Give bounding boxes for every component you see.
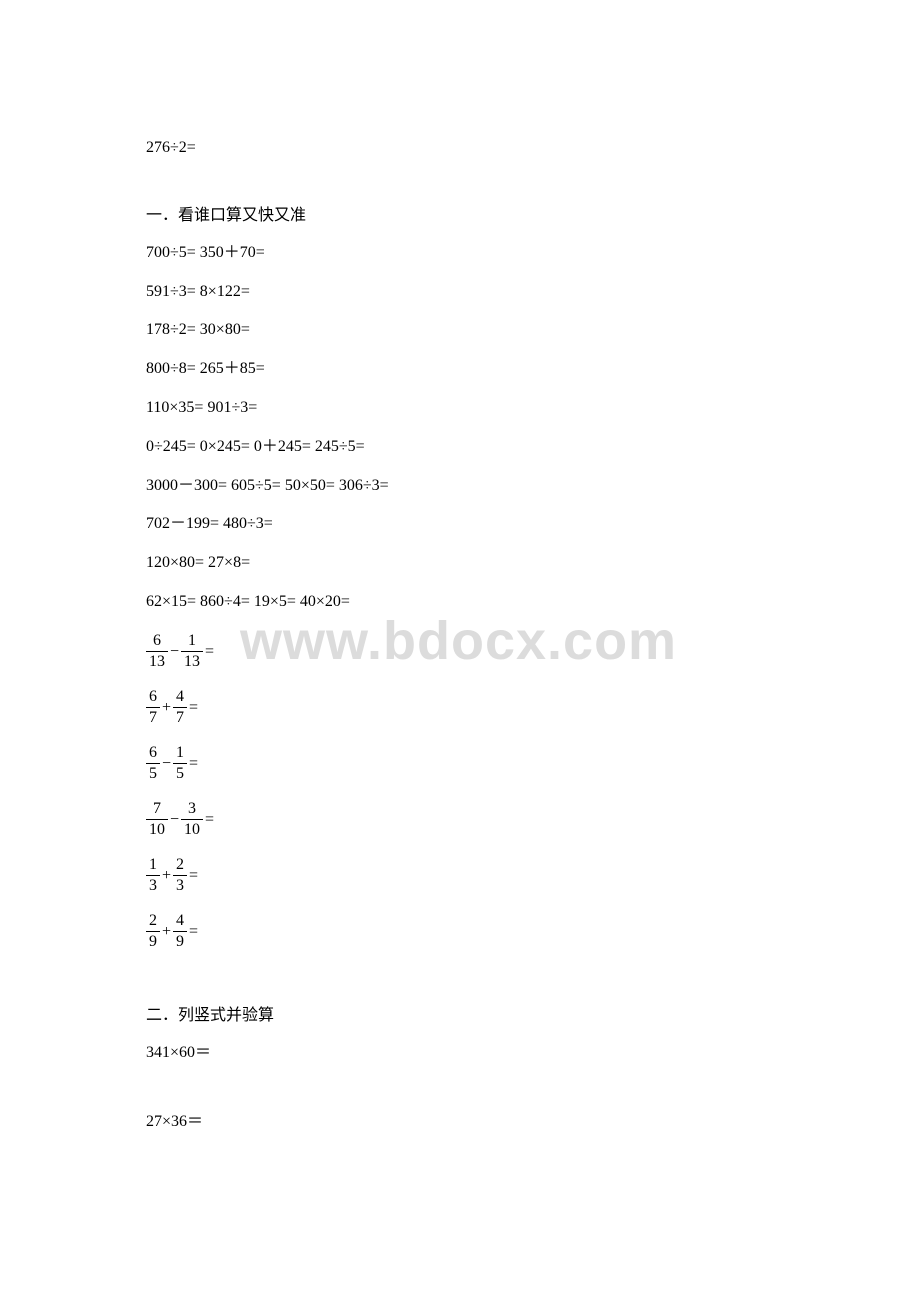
equation-line: 120×80= 27×8= <box>146 553 920 574</box>
numerator: 6 <box>150 633 164 651</box>
equation-line: 700÷5= 350＋70= <box>146 243 920 264</box>
fraction-equation: 6 13 − 1 13 = <box>146 631 920 673</box>
fraction: 3 10 <box>181 801 203 838</box>
numerator: 4 <box>173 913 187 931</box>
fraction-equation: 6 5 − 1 5 = <box>146 743 920 785</box>
operator: − <box>170 643 179 661</box>
fraction: 4 7 <box>173 689 187 726</box>
denominator: 9 <box>146 931 160 950</box>
operator: + <box>162 699 171 717</box>
fraction-equation: 2 9 + 4 9 = <box>146 911 920 953</box>
denominator: 7 <box>173 707 187 726</box>
numerator: 7 <box>150 801 164 819</box>
operator: + <box>162 923 171 941</box>
denominator: 10 <box>146 819 168 838</box>
denominator: 7 <box>146 707 160 726</box>
denominator: 5 <box>146 763 160 782</box>
equals: = <box>189 699 198 717</box>
operator: − <box>162 755 171 773</box>
equals: = <box>205 643 214 661</box>
operator: + <box>162 867 171 885</box>
numerator: 1 <box>185 633 199 651</box>
equation-line: 0÷245= 0×245= 0＋245= 245÷5= <box>146 437 920 458</box>
equation-line: 178÷2= 30×80= <box>146 320 920 341</box>
equation-line: 341×60＝ <box>146 1043 920 1064</box>
fraction: 6 7 <box>146 689 160 726</box>
fraction: 1 3 <box>146 857 160 894</box>
numerator: 1 <box>173 745 187 763</box>
denominator: 9 <box>173 931 187 950</box>
equals: = <box>189 867 198 885</box>
section1-title: 一．看谁口算又快又准 <box>146 201 920 225</box>
equation-line: 27×36＝ <box>146 1112 920 1133</box>
operator: − <box>170 811 179 829</box>
fraction: 2 3 <box>173 857 187 894</box>
denominator: 3 <box>146 875 160 894</box>
equation-line: 110×35= 901÷3= <box>146 398 920 419</box>
fraction: 1 13 <box>181 633 203 670</box>
denominator: 13 <box>181 651 203 670</box>
numerator: 1 <box>146 857 160 875</box>
numerator: 4 <box>173 689 187 707</box>
fraction: 2 9 <box>146 913 160 950</box>
equation-line: 800÷8= 265＋85= <box>146 359 920 380</box>
section2-title: 二．列竖式并验算 <box>146 1001 920 1025</box>
fraction: 7 10 <box>146 801 168 838</box>
denominator: 5 <box>173 763 187 782</box>
equals: = <box>205 811 214 829</box>
equation-line: 702－199= 480÷3= <box>146 514 920 535</box>
equation-line: 591÷3= 8×122= <box>146 282 920 303</box>
numerator: 2 <box>173 857 187 875</box>
numerator: 6 <box>146 689 160 707</box>
fraction: 1 5 <box>173 745 187 782</box>
equation-line: 3000－300= 605÷5= 50×50= 306÷3= <box>146 476 920 497</box>
equals: = <box>189 755 198 773</box>
denominator: 3 <box>173 875 187 894</box>
denominator: 13 <box>146 651 168 670</box>
fraction: 6 5 <box>146 745 160 782</box>
numerator: 3 <box>185 801 199 819</box>
equation-line: 62×15= 860÷4= 19×5= 40×20= <box>146 592 920 613</box>
fraction: 4 9 <box>173 913 187 950</box>
fraction: 6 13 <box>146 633 168 670</box>
denominator: 10 <box>181 819 203 838</box>
numerator: 2 <box>146 913 160 931</box>
fraction-equation: 7 10 − 3 10 = <box>146 799 920 841</box>
top-equation: 276÷2= <box>146 138 920 159</box>
fraction-equation: 6 7 + 4 7 = <box>146 687 920 729</box>
fraction-equation: 1 3 + 2 3 = <box>146 855 920 897</box>
document-content: 276÷2= 一．看谁口算又快又准 700÷5= 350＋70= 591÷3= … <box>146 138 920 1132</box>
numerator: 6 <box>146 745 160 763</box>
equals: = <box>189 923 198 941</box>
